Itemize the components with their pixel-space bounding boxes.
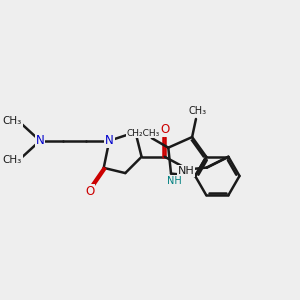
Text: CH₂CH₃: CH₂CH₃ bbox=[127, 129, 160, 138]
Text: CH₃: CH₃ bbox=[189, 106, 207, 116]
Text: NH: NH bbox=[167, 176, 182, 186]
Text: N: N bbox=[36, 134, 44, 147]
Text: NH: NH bbox=[178, 166, 195, 176]
Text: CH₃: CH₃ bbox=[3, 155, 22, 165]
Text: O: O bbox=[85, 185, 94, 198]
Text: N: N bbox=[105, 134, 114, 147]
Text: O: O bbox=[160, 124, 169, 136]
Text: CH₃: CH₃ bbox=[3, 116, 22, 126]
